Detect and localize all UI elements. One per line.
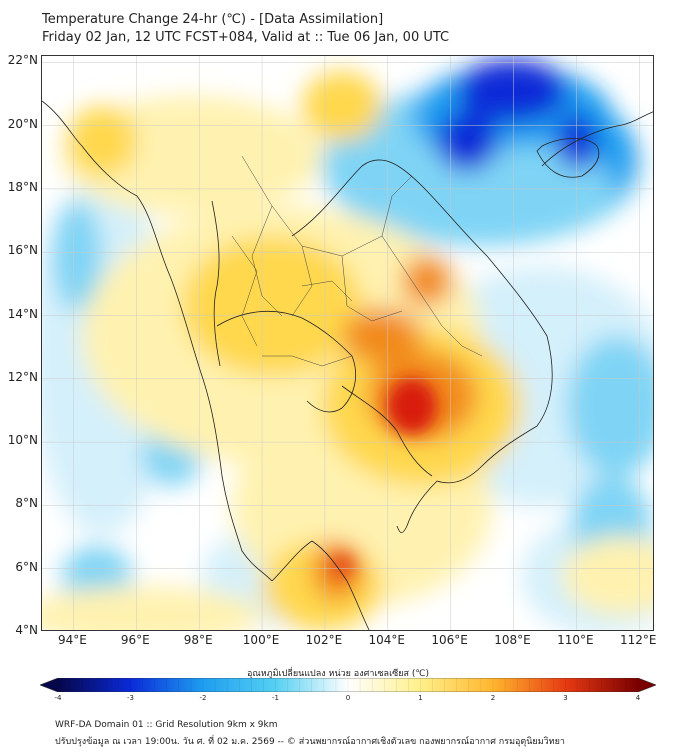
lon-tick-label: 112°E bbox=[620, 633, 657, 647]
lon-tick-label: 94°E bbox=[57, 633, 87, 647]
lat-tick-label: 18°N bbox=[7, 179, 38, 194]
lat-tick-label: 10°N bbox=[7, 433, 38, 448]
temperature-field-peaks bbox=[330, 378, 437, 578]
colorbar-tick-label: 4 bbox=[635, 694, 641, 702]
map-title: Temperature Change 24-hr (℃) - [Data Ass… bbox=[42, 12, 384, 27]
lat-tick-label: 16°N bbox=[7, 243, 38, 258]
lon-tick-label: 98°E bbox=[183, 633, 213, 647]
lat-tick-label: 22°N bbox=[7, 53, 38, 68]
lat-tick-label: 14°N bbox=[7, 306, 38, 321]
colorbar-tick-label: -1 bbox=[272, 694, 279, 702]
colorbar-tick-label: 1 bbox=[418, 694, 423, 702]
lat-tick-label: 20°N bbox=[7, 116, 38, 131]
lon-tick-label: 108°E bbox=[494, 633, 531, 647]
colorbar-scale bbox=[40, 678, 656, 692]
lon-tick-label: 100°E bbox=[242, 633, 280, 647]
footer-model-info: WRF-DA Domain 01 :: Grid Resolution 9km … bbox=[55, 720, 278, 730]
lat-tick-label: 8°N bbox=[15, 496, 38, 511]
temperature-field bbox=[42, 59, 653, 630]
lat-tick-label: 6°N bbox=[15, 559, 38, 574]
lat-tick-label: 4°N bbox=[15, 623, 38, 637]
colorbar-tick-label: -2 bbox=[199, 694, 207, 702]
colorbar-tick-label: 3 bbox=[563, 694, 568, 702]
footer-credit: ปรับปรุงข้อมูล ณ เวลา 19:00น. วัน ศ. ที่… bbox=[55, 737, 565, 747]
admin-borders bbox=[231, 155, 483, 367]
map-subtitle: Friday 02 Jan, 12 UTC FCST+084, Valid at… bbox=[42, 30, 450, 45]
lat-tick-label: 12°N bbox=[7, 369, 38, 384]
lon-tick-label: 110°E bbox=[557, 633, 594, 647]
colorbar-tick-label: -3 bbox=[127, 694, 134, 702]
map-canvas bbox=[42, 56, 653, 630]
colorbar-tick-label: 2 bbox=[490, 694, 496, 702]
coastlines bbox=[42, 100, 653, 630]
lon-tick-label: 106°E bbox=[431, 633, 468, 647]
lon-tick-label: 102°E bbox=[305, 633, 343, 647]
colorbar-tick-label: 0 bbox=[345, 694, 351, 702]
lon-tick-label: 104°E bbox=[368, 633, 406, 647]
lon-tick-label: 96°E bbox=[120, 633, 150, 647]
colorbar-tick-label: -4 bbox=[54, 694, 62, 702]
colorbar bbox=[40, 678, 656, 692]
temperature-change-map bbox=[41, 55, 654, 631]
colorbar-title: อุณหภูมิเปลี่ยนแปลง หน่วย องศาเซลเซียส (… bbox=[246, 669, 430, 679]
gridlines bbox=[42, 56, 653, 630]
